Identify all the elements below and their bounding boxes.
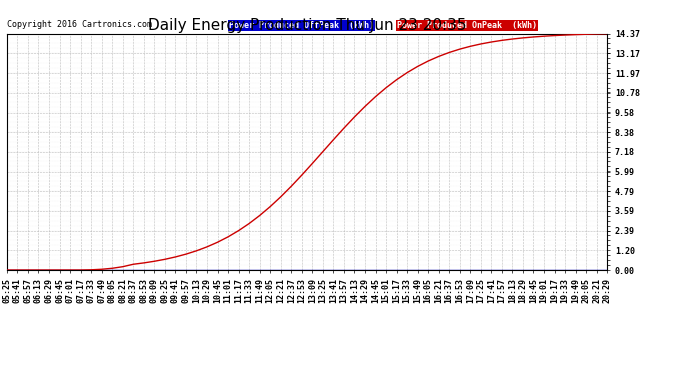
Text: Power Produced OnPeak  (kWh): Power Produced OnPeak (kWh) bbox=[397, 21, 537, 30]
Text: Power Produced OffPeak  (kWh): Power Produced OffPeak (kWh) bbox=[229, 21, 374, 30]
Text: Copyright 2016 Cartronics.com: Copyright 2016 Cartronics.com bbox=[7, 20, 152, 28]
Title: Daily Energy Production Thu Jun 23 20:35: Daily Energy Production Thu Jun 23 20:35 bbox=[148, 18, 466, 33]
